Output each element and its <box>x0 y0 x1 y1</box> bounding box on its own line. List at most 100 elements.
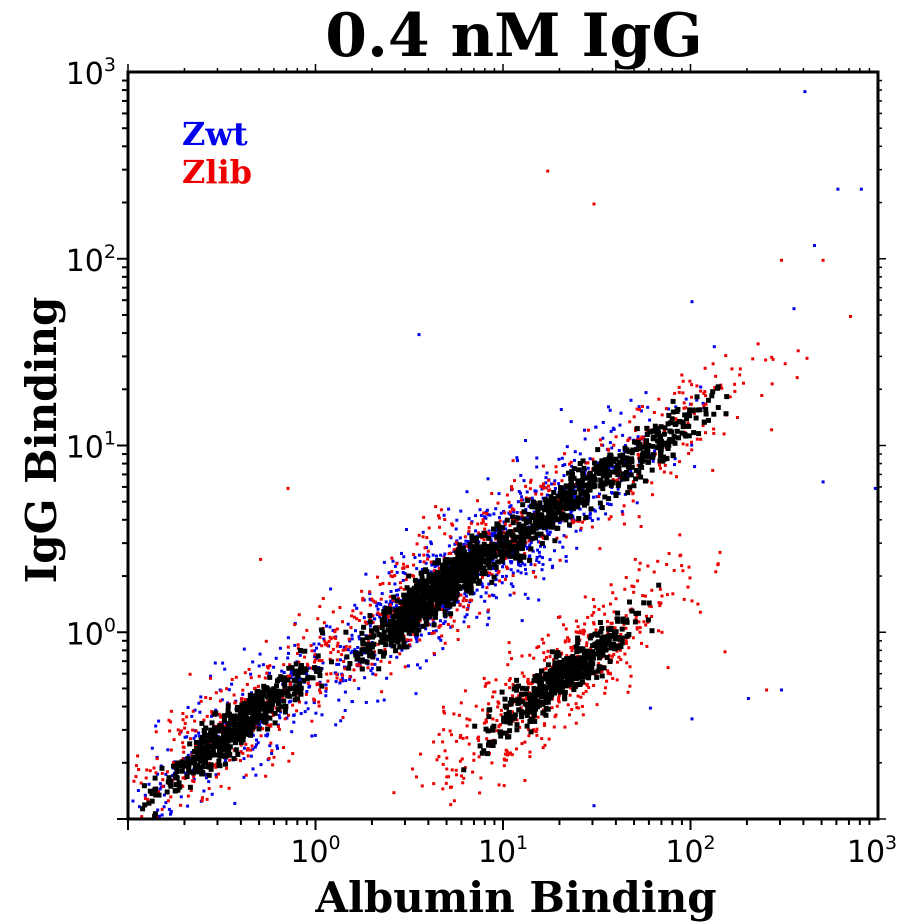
data-point-zwt <box>415 635 419 639</box>
data-point-overlap <box>445 583 451 589</box>
data-point-zlib <box>527 539 531 543</box>
data-point-zlib <box>597 607 601 611</box>
data-point-zwt <box>343 665 346 669</box>
data-point-zlib <box>636 452 640 456</box>
data-point-zwt <box>418 666 422 670</box>
data-point-overlap <box>404 620 410 626</box>
data-point-overlap <box>527 698 533 704</box>
data-point-zlib <box>586 461 590 465</box>
data-point-overlap <box>495 559 501 565</box>
data-point-overlap <box>588 506 594 512</box>
data-point-zlib <box>461 781 465 785</box>
data-point-overlap <box>472 561 477 567</box>
data-point-overlap <box>600 486 606 492</box>
data-point-zlib <box>622 522 626 526</box>
data-point-overlap <box>156 792 162 798</box>
data-point-overlap <box>382 614 388 620</box>
data-point-zlib <box>637 568 641 572</box>
data-point-zlib <box>719 383 723 387</box>
data-point-zwt <box>528 543 532 547</box>
data-point-overlap <box>228 718 234 724</box>
data-point-zlib <box>770 355 774 359</box>
data-point-zwt <box>564 555 568 558</box>
data-point-overlap <box>319 627 325 633</box>
data-point-zwt <box>241 692 245 696</box>
data-point-overlap <box>516 700 522 706</box>
data-point-zwt <box>447 544 451 548</box>
data-point-zwt <box>604 512 608 516</box>
data-point-zwt <box>586 466 590 470</box>
data-point-zlib <box>728 395 732 399</box>
data-point-overlap <box>572 490 578 495</box>
data-point-zlib <box>495 729 499 733</box>
data-point-zwt <box>389 615 393 619</box>
data-point-zwt <box>500 581 504 585</box>
data-point-zlib <box>665 563 669 566</box>
data-point-overlap <box>346 665 352 671</box>
data-point-overlap <box>470 571 476 577</box>
data-point-overlap <box>507 728 513 734</box>
data-point-zlib <box>432 631 436 635</box>
data-point-overlap <box>711 411 717 417</box>
data-point-zwt <box>486 610 490 614</box>
data-point-overlap <box>549 649 555 655</box>
data-point-zwt <box>384 600 388 604</box>
data-point-zwt <box>502 520 506 524</box>
data-point-zwt <box>579 528 583 532</box>
data-point-zlib <box>490 761 494 765</box>
data-point-zwt <box>481 585 485 589</box>
data-point-zlib <box>738 367 742 371</box>
data-point-zlib <box>467 625 471 629</box>
data-point-overlap <box>381 620 387 626</box>
data-point-overlap <box>481 565 487 571</box>
data-point-zlib <box>546 649 550 653</box>
data-point-zlib <box>519 511 523 515</box>
data-point-zlib <box>557 693 561 697</box>
data-point-overlap <box>198 744 204 750</box>
data-point-zlib <box>239 759 242 763</box>
data-point-zwt <box>609 503 613 507</box>
data-point-zwt <box>289 672 293 676</box>
data-point-zlib <box>488 571 492 575</box>
data-point-zlib <box>599 438 602 442</box>
data-point-overlap <box>226 711 232 717</box>
data-point-overlap <box>547 669 553 674</box>
data-point-zlib <box>245 748 249 752</box>
data-point-overlap <box>420 623 426 629</box>
data-point-overlap <box>364 649 370 655</box>
data-point-zlib <box>327 639 331 643</box>
data-point-overlap <box>574 675 580 681</box>
data-point-zwt <box>490 566 494 570</box>
data-point-overlap <box>428 601 434 607</box>
data-point-overlap <box>555 510 561 515</box>
data-point-zlib <box>577 520 581 523</box>
data-point-zwt <box>530 496 534 500</box>
data-point-overlap <box>629 458 635 464</box>
data-point-overlap <box>276 676 282 682</box>
data-point-zlib <box>536 715 540 719</box>
data-point-zwt <box>414 635 418 639</box>
data-point-zlib <box>391 609 395 613</box>
data-point-zwt <box>588 457 592 461</box>
data-point-zlib <box>244 742 248 746</box>
data-point-zlib <box>359 664 363 668</box>
data-point-zlib <box>735 416 739 419</box>
data-point-zlib <box>658 604 662 608</box>
data-point-overlap <box>580 474 586 480</box>
data-point-zlib <box>205 797 209 801</box>
data-point-zlib <box>297 613 301 617</box>
data-point-overlap <box>644 452 650 458</box>
data-point-zwt <box>277 713 281 717</box>
data-point-zwt <box>553 479 557 483</box>
data-point-zwt <box>289 670 293 674</box>
data-point-overlap <box>551 502 557 508</box>
data-point-zwt <box>553 487 557 490</box>
data-point-zlib <box>624 576 628 579</box>
data-point-overlap <box>670 398 676 404</box>
data-point-overlap <box>416 598 422 604</box>
data-point-zlib <box>442 709 446 713</box>
data-point-overlap <box>179 768 185 774</box>
data-point-overlap <box>389 623 395 629</box>
data-point-zlib <box>485 737 489 741</box>
data-point-overlap <box>569 676 575 681</box>
